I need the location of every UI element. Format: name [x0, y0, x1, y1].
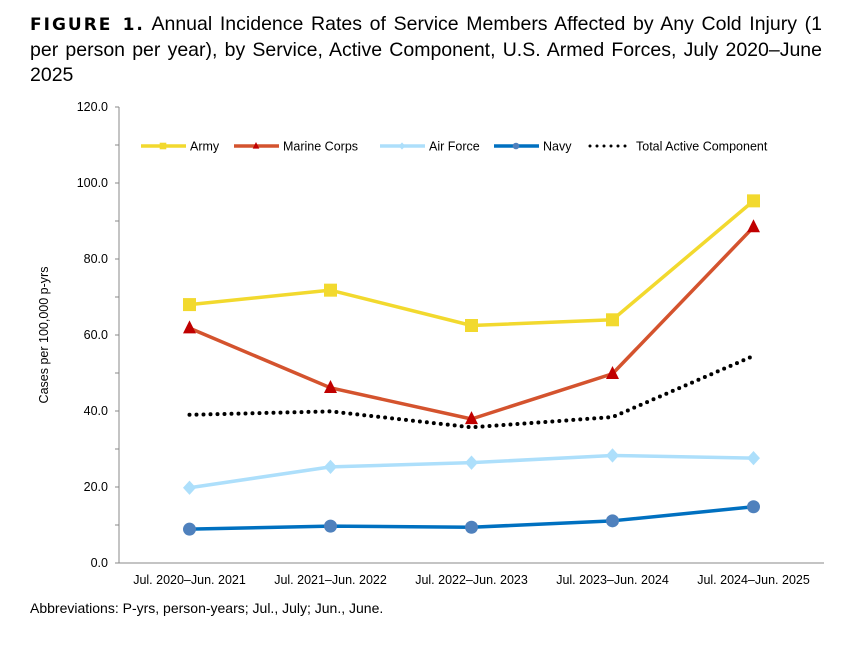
- x-tick-label: Jul. 2020–Jun. 2021: [133, 573, 246, 587]
- data-point-marine-corps: [183, 320, 196, 334]
- legend-label-total-active-component: Total Active Component: [636, 140, 768, 154]
- y-tick-label: 60.0: [84, 328, 108, 342]
- chart-title: FIGURE 1. Annual Incidence Rates of Serv…: [30, 12, 822, 88]
- data-point-army: [747, 194, 760, 208]
- y-axis-label: Cases per 100,000 p-yrs: [37, 267, 51, 404]
- x-tick-label: Jul. 2024–Jun. 2025: [697, 573, 810, 587]
- legend-marker-air-force: [398, 142, 406, 150]
- data-point-marine-corps: [465, 411, 478, 425]
- legend-marker-navy: [512, 142, 520, 150]
- x-tick-label: Jul. 2022–Jun. 2023: [415, 573, 528, 587]
- legend-label-marine-corps: Marine Corps: [283, 140, 358, 154]
- data-point-marine-corps: [747, 219, 760, 233]
- x-tick-label: Jul. 2023–Jun. 2024: [556, 573, 669, 587]
- data-point-air-force: [465, 455, 478, 470]
- data-point-marine-corps: [324, 380, 337, 394]
- data-point-air-force: [606, 448, 619, 463]
- title-text: Annual Incidence Rates of Service Member…: [30, 13, 822, 86]
- y-tick-label: 20.0: [84, 480, 108, 494]
- y-tick-label: 0.0: [91, 556, 108, 570]
- data-point-army: [183, 298, 196, 312]
- legend-label-army: Army: [190, 140, 220, 154]
- legend-marker-army: [159, 142, 167, 150]
- y-tick-label: 80.0: [84, 252, 108, 266]
- data-point-air-force: [747, 450, 760, 466]
- x-tick-label: Jul. 2021–Jun. 2022: [274, 573, 387, 587]
- data-point-navy: [606, 514, 619, 528]
- data-point-navy: [747, 500, 760, 514]
- data-point-air-force: [324, 459, 337, 475]
- series-line-army: [189, 199, 755, 328]
- figure-label: FIGURE 1.: [30, 15, 145, 35]
- y-tick-label: 100.0: [77, 176, 108, 190]
- data-point-army: [324, 283, 337, 297]
- data-point-navy: [183, 522, 196, 536]
- series-line-total-active-component: [187, 353, 756, 430]
- data-point-navy: [465, 520, 478, 534]
- data-point-marine-corps: [606, 365, 619, 379]
- abbreviations-note: Abbreviations: P-yrs, person-years; Jul.…: [30, 600, 384, 616]
- y-tick-label: 40.0: [84, 404, 108, 418]
- legend-label-air-force: Air Force: [429, 140, 480, 154]
- y-tick-label: 120.0: [77, 100, 108, 114]
- legend-label-navy: Navy: [543, 140, 572, 154]
- data-point-army: [606, 313, 619, 327]
- data-point-air-force: [183, 480, 196, 495]
- data-point-navy: [324, 519, 337, 533]
- legend-marker-marine-corps: [252, 142, 260, 149]
- data-point-army: [465, 319, 478, 332]
